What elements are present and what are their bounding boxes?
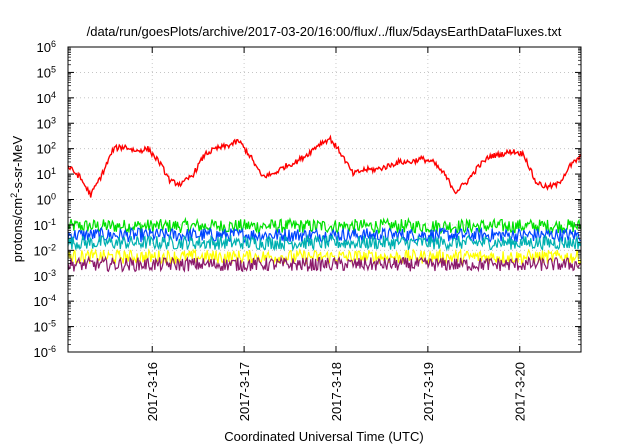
y-tick-label: 105 [37,64,56,80]
x-tick-label: 2017-3-17 [237,362,252,421]
x-axis-label: Coordinated Universal Time (UTC) [224,429,423,444]
y-tick-label: 106 [37,39,56,55]
grid-lines [68,47,581,352]
flux-series-line [67,134,582,198]
y-tick-label: 103 [37,115,56,131]
flux-series-line [67,255,582,273]
data-series [67,134,582,273]
y-tick-label: 101 [37,166,56,182]
y-tick-label: 10-1 [34,217,56,233]
y-tick-label: 10-5 [34,319,56,335]
y-tick-label: 10-6 [34,344,56,360]
flux-series-line [67,216,582,235]
flux-series-line [67,233,582,252]
y-tick-label: 10-3 [34,268,56,284]
y-axis-label: protons/cm2-s-sr-MeV [9,135,25,262]
x-tick-label: 2017-3-16 [145,362,160,421]
chart-title: /data/run/goesPlots/archive/2017-03-20/1… [87,24,562,39]
x-tick-label: 2017-3-19 [421,362,436,421]
y-tick-label: 10-4 [34,293,56,309]
x-tick-label: 2017-3-18 [329,362,344,421]
y-tick-label: 102 [37,141,56,157]
y-tick-label: 104 [37,90,56,106]
y-tick-label: 10-2 [34,242,56,258]
axis-ticks: 10-6 10-5 10-4 10-3 10-2 10-1 100 101 102 103 104 1… [34,39,581,421]
y-tick-label: 100 [37,192,56,208]
x-tick-label: 2017-3-20 [513,362,528,421]
flux-series-line [67,247,582,266]
